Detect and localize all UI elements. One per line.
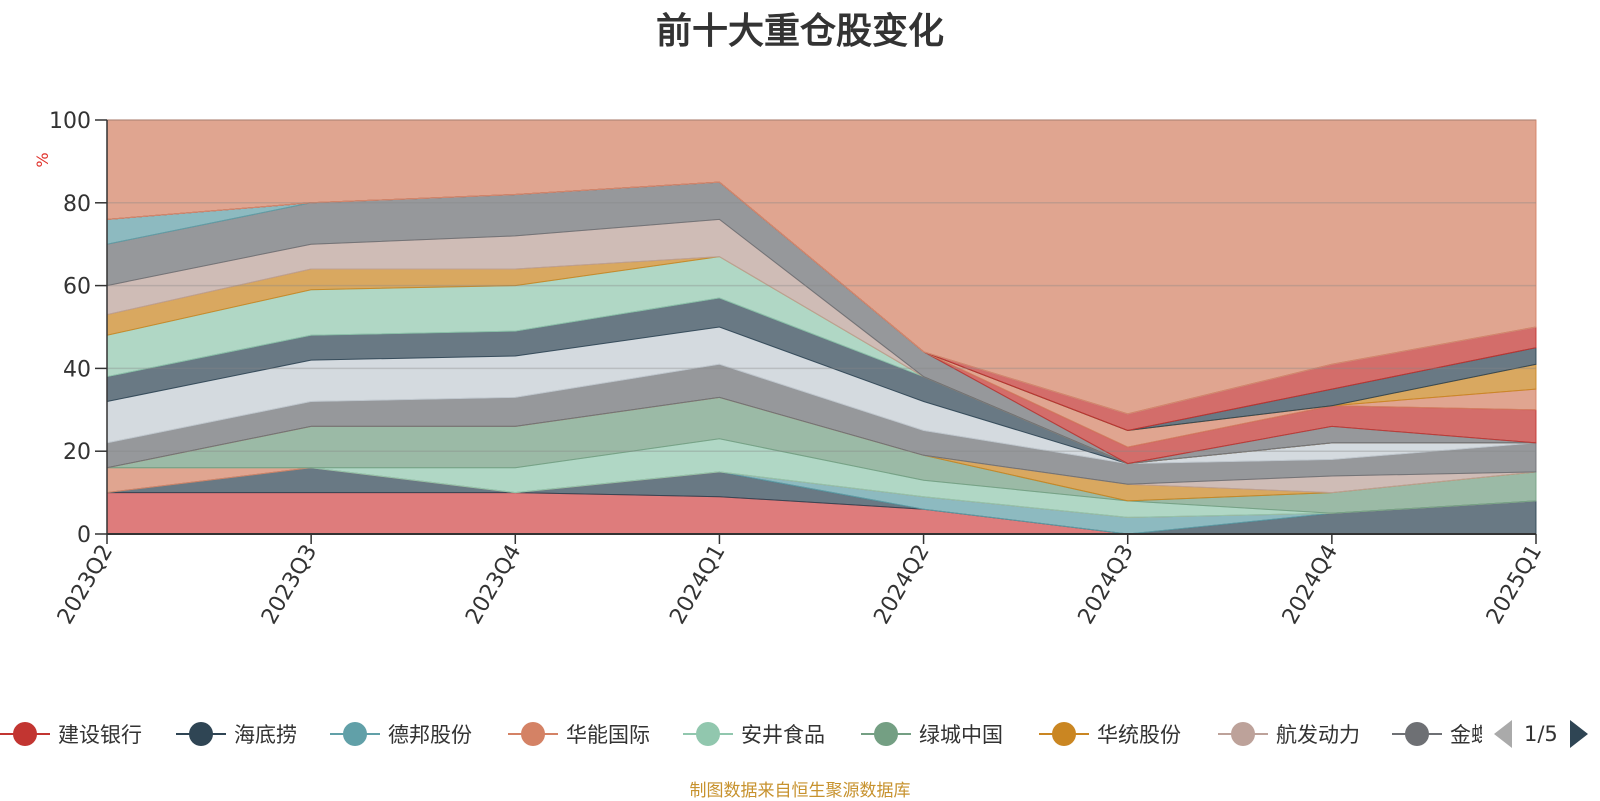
legend-label: 金蝶国际 <box>1450 723 1482 747</box>
legend-marker-icon <box>176 722 226 746</box>
legend-label: 绿城中国 <box>919 723 1003 747</box>
legend-label: 航发动力 <box>1276 723 1360 747</box>
x-tick-label: 2024Q2 <box>869 541 934 629</box>
legend-label: 德邦股份 <box>388 723 472 747</box>
legend-item[interactable]: 华能国际 <box>508 714 650 754</box>
chart-area: 0 20 40 60 80 100 2023Q2 2023Q3 2023Q4 2024Q1 2024… <box>33 109 1547 629</box>
legend-page-indicator: 1/5 <box>1524 722 1558 746</box>
legend-marker-icon <box>683 722 733 746</box>
legend-label: 安井食品 <box>741 723 825 747</box>
legend-marker-icon <box>508 722 558 746</box>
legend-marker-icon <box>330 722 380 746</box>
legend-item[interactable]: 安井食品 <box>683 714 825 754</box>
legend-next-page-button[interactable] <box>1569 720 1588 748</box>
legend-item[interactable]: 航发动力 <box>1218 714 1360 754</box>
stacked-areas <box>106 119 1537 535</box>
legend-label: 华能国际 <box>566 723 650 747</box>
legend-marker-icon <box>861 722 911 746</box>
legend-item[interactable]: 德邦股份 <box>330 714 472 754</box>
legend-label: 华统股份 <box>1097 723 1181 747</box>
legend-label: 海底捞 <box>234 723 297 747</box>
legend: 建设银行 海底捞 德邦股份 华能国际 安井食品 绿城中国 华统股份 航发动力 金蝶国际 <box>0 714 1600 754</box>
legend-marker-icon <box>1218 722 1268 746</box>
legend-label: 建设银行 <box>58 723 142 747</box>
legend-item[interactable]: 金蝶国际 <box>1392 714 1482 754</box>
x-tick-label: 2023Q3 <box>257 541 322 629</box>
y-tick-label: 20 <box>63 440 91 465</box>
legend-item[interactable]: 建设银行 <box>0 714 142 754</box>
legend-items: 建设银行 海底捞 德邦股份 华能国际 安井食品 绿城中国 华统股份 航发动力 金蝶国际 <box>0 714 1482 754</box>
legend-marker-icon <box>1392 722 1442 746</box>
chart-title: 前十大重仓股变化 <box>655 11 944 52</box>
y-tick-label: 40 <box>63 357 91 382</box>
y-tick-label: 80 <box>63 192 91 217</box>
x-tick-label: 2025Q1 <box>1482 541 1547 629</box>
source-note: 制图数据来自恒生聚源数据库 <box>689 781 911 801</box>
y-tick-label: 0 <box>77 523 91 548</box>
legend-item[interactable]: 海底捞 <box>176 714 297 754</box>
legend-marker-icon <box>1039 722 1089 746</box>
y-tick-label: 60 <box>63 275 91 300</box>
legend-item[interactable]: 华统股份 <box>1039 714 1181 754</box>
x-tick-label: 2024Q4 <box>1278 541 1343 629</box>
x-tick-label: 2024Q1 <box>665 541 730 629</box>
legend-item[interactable]: 绿城中国 <box>861 714 1003 754</box>
legend-prev-page-button[interactable] <box>1494 720 1512 748</box>
legend-pager: 1/5 <box>1494 716 1588 752</box>
y-axis-unit-label: % <box>33 152 52 167</box>
legend-marker-icon <box>0 722 50 746</box>
area-series-22[interactable] <box>106 119 1537 415</box>
x-tick-label: 2023Q4 <box>461 541 526 629</box>
x-tick-label: 2023Q2 <box>53 541 118 629</box>
x-tick-label: 2024Q3 <box>1074 541 1139 629</box>
y-tick-label: 100 <box>49 109 91 134</box>
